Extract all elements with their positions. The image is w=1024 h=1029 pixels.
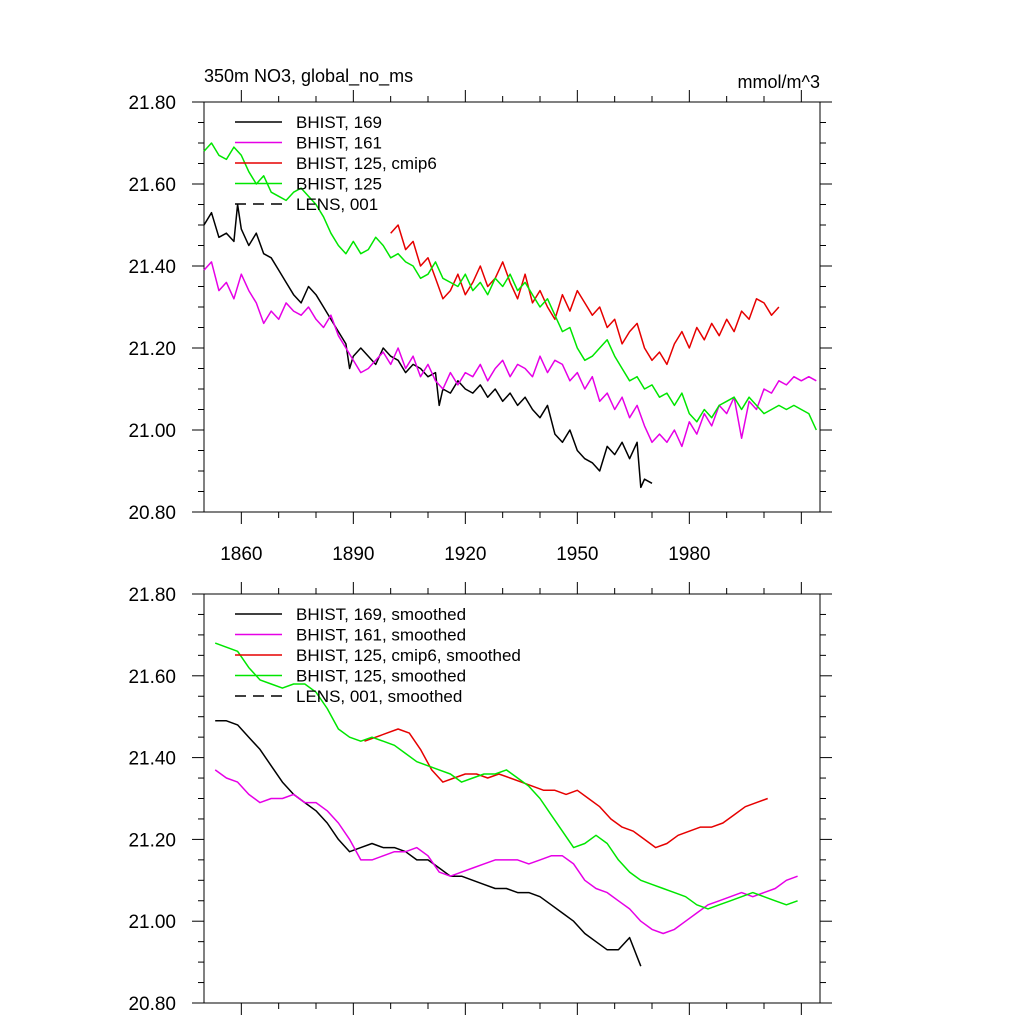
legend-label: BHIST, 161, smoothed: [296, 626, 466, 645]
chart-panel-1: 20.80 21.00 21.20 21.40 21.60 21.80 1860 1890 19…: [128, 66, 832, 565]
y-tick-label: 21.60: [128, 175, 176, 196]
y-tick-label: 21.00: [128, 421, 176, 442]
legend-label: BHIST, 169, smoothed: [296, 605, 466, 624]
legend-label: LENS, 001, smoothed: [296, 687, 462, 706]
series-line-3: [390, 224, 780, 366]
x-tick-label: 1920: [444, 544, 486, 565]
chart-panel-2: 20.80 21.00 21.20 21.40 21.60 21.80 BHIST, 169…: [128, 582, 832, 1015]
legend-label: BHIST, 125, cmip6, smoothed: [296, 646, 521, 665]
y-tick-label: 21.60: [128, 667, 176, 688]
legend: BHIST, 169, smoothed BHIST, 161, smoothed…: [235, 605, 521, 706]
series-line-1: [203, 203, 653, 489]
series-line-4: [203, 142, 817, 431]
y-tick-label: 21.40: [128, 749, 176, 770]
y-tick-label: 21.40: [128, 257, 176, 278]
series-line-1: [215, 720, 642, 967]
chart-title: 350m NO3, global_no_ms: [204, 66, 413, 87]
y-tick-label: 21.20: [128, 339, 176, 360]
legend-label: LENS, 001: [296, 195, 378, 214]
x-tick-label: 1860: [220, 544, 262, 565]
x-tick-label: 1950: [556, 544, 598, 565]
legend-label: BHIST, 125: [296, 175, 382, 194]
y-tick-label: 21.00: [128, 912, 176, 933]
series-line-2: [203, 261, 817, 448]
chart-units: mmol/m^3: [738, 72, 820, 92]
y-tick-label: 21.20: [128, 830, 176, 851]
legend-label: BHIST, 125, smoothed: [296, 667, 466, 686]
y-tick-label: 21.80: [128, 585, 176, 606]
legend-label: BHIST, 169: [296, 113, 382, 132]
x-tick-label: 1980: [668, 544, 710, 565]
x-tick-label: 1890: [332, 544, 374, 565]
legend-label: BHIST, 161: [296, 134, 382, 153]
series-line-2: [214, 769, 798, 935]
y-tick-label: 21.80: [128, 93, 176, 114]
legend-label: BHIST, 125, cmip6: [296, 154, 437, 173]
y-tick-label: 20.80: [128, 503, 176, 524]
series-line-4: [214, 642, 798, 910]
series-line-3: [364, 728, 768, 849]
y-tick-label: 20.80: [128, 994, 176, 1015]
